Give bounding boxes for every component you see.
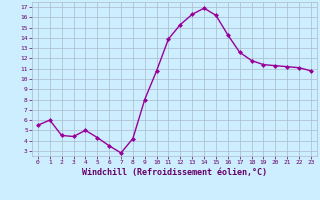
X-axis label: Windchill (Refroidissement éolien,°C): Windchill (Refroidissement éolien,°C)	[82, 168, 267, 177]
